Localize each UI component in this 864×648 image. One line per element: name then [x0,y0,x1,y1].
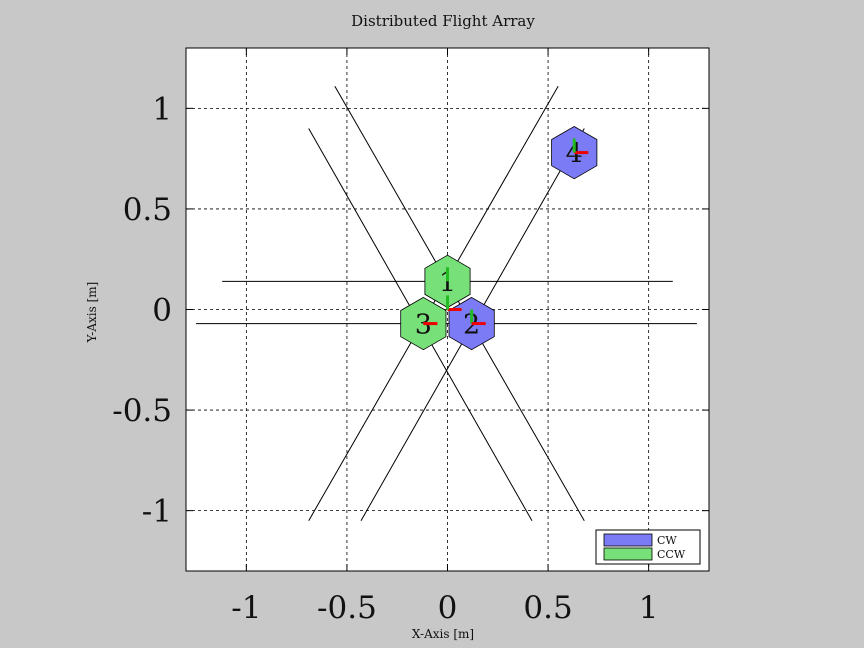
module-label: 1 [439,267,456,298]
x-tick-label: -1 [231,590,261,626]
legend-swatch-ccw [603,547,653,561]
legend-label-ccw: CCW [657,548,686,561]
x-axis-label: X-Axis [m] [412,627,474,641]
x-tick-label: 0.5 [523,590,572,626]
y-tick-label: -0.5 [112,393,172,429]
y-tick-label: -1 [142,494,172,530]
x-tick-label: 0 [438,590,458,626]
chart-title: Distributed Flight Array [351,12,535,30]
x-tick-label: -0.5 [317,590,377,626]
y-tick-label: 0.5 [123,192,172,228]
legend: CW CCW [595,529,701,565]
trajectory-line [334,85,585,521]
module-hexagon [400,296,447,351]
y-tick-label: 1 [152,91,172,127]
y-tick-label: 0 [152,293,172,329]
legend-label-cw: CW [657,534,677,547]
legend-swatch-cw [603,533,653,547]
heading-markers [423,138,589,326]
y-axis-label: Y-Axis [m] [85,282,99,344]
axis-ticks: -1 -0.5 0 0.5 1 -1 -0.5 0 0.5 1 [112,48,709,626]
x-tick-label: 1 [639,590,659,626]
